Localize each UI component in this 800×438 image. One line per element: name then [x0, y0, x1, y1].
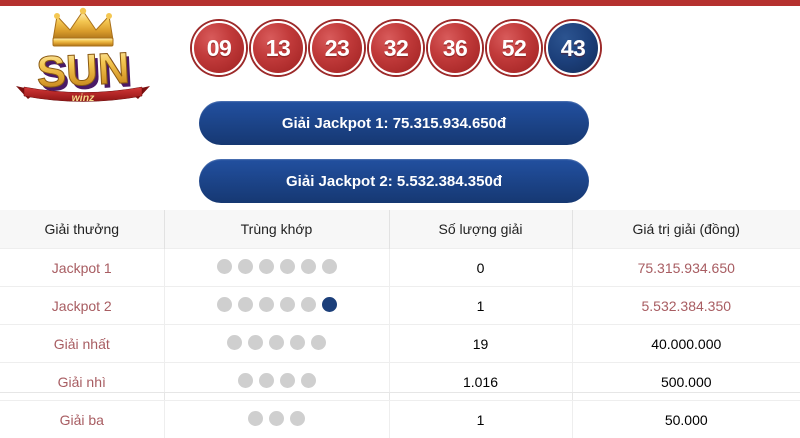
svg-text:SUN: SUN — [36, 44, 131, 98]
svg-text:winz: winz — [72, 92, 95, 104]
